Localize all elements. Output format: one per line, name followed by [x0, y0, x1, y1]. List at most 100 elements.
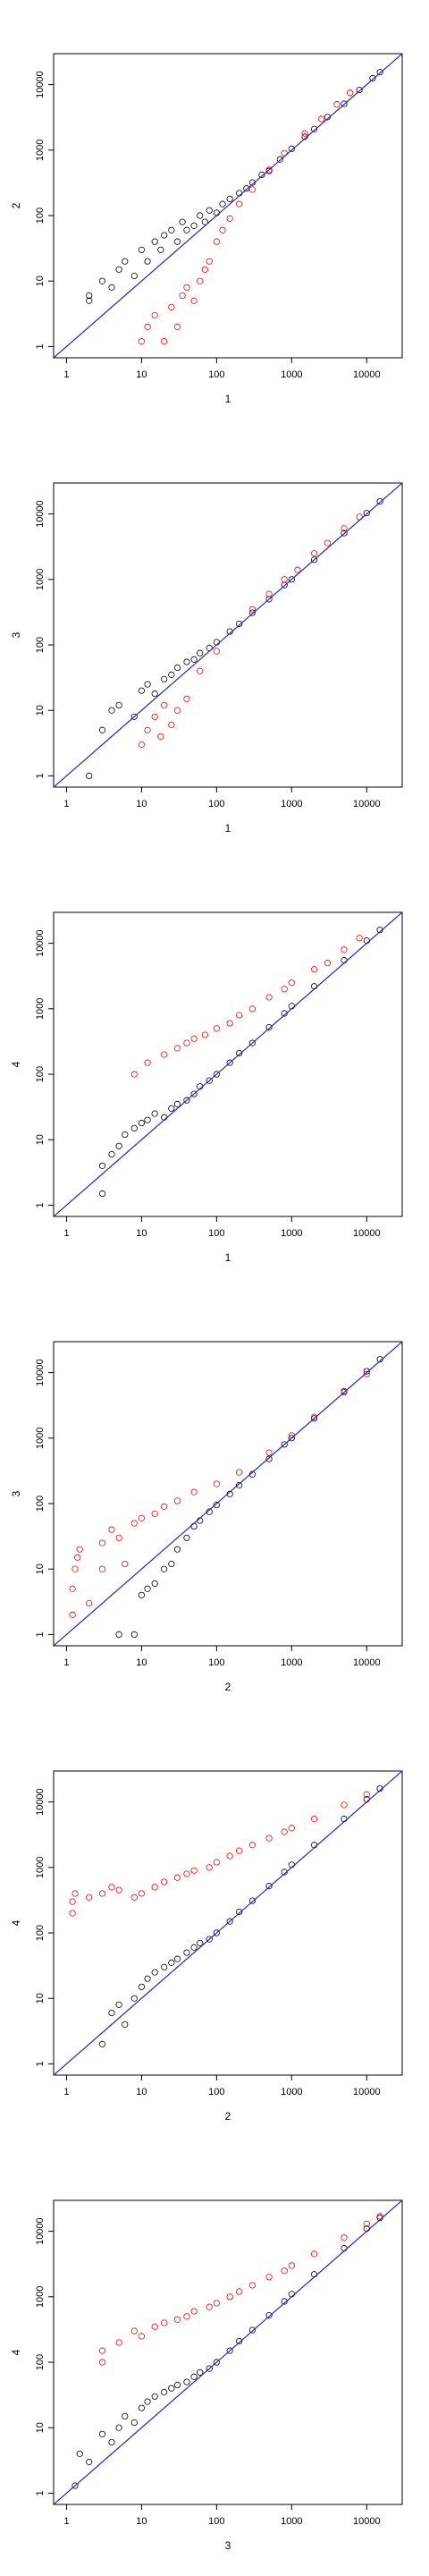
- x-axis-label: 2: [225, 1681, 231, 1693]
- y-tick-label: 10: [35, 705, 46, 716]
- outlier-point: [213, 1859, 220, 1866]
- x-tick-label: 10: [136, 2516, 147, 2527]
- y-tick-label: 1000: [35, 998, 46, 1020]
- outlier-point: [72, 1890, 79, 1897]
- data-point: [219, 200, 226, 208]
- outlier-point: [265, 2274, 273, 2281]
- x-tick-label: 100: [208, 799, 224, 809]
- outlier-point: [206, 258, 213, 265]
- y-tick-label: 10000: [35, 1788, 46, 1816]
- data-point: [236, 1908, 243, 1916]
- data-point: [98, 2040, 106, 2047]
- outlier-point: [69, 1898, 76, 1905]
- outlier-point: [341, 525, 348, 532]
- x-tick-label: 10: [136, 369, 147, 380]
- plot-frame: [53, 482, 403, 788]
- scatter-plot-2: 1 1 10 10 100 100 1000 1000 10000 10000 1 3: [10, 482, 403, 835]
- diagonal-reference-line: [54, 54, 402, 358]
- data-point: [197, 2368, 204, 2376]
- data-point: [108, 2438, 115, 2446]
- outlier-point: [201, 266, 208, 273]
- data-point: [151, 1969, 158, 1976]
- data-point: [168, 226, 175, 233]
- data-point: [258, 171, 265, 178]
- y-tick-label: 1000: [35, 569, 46, 590]
- outlier-point: [236, 1469, 243, 1476]
- data-point: [179, 218, 186, 225]
- outlier-point: [197, 667, 204, 674]
- y-tick-label: 100: [35, 1925, 46, 1941]
- x-tick-label: 10: [136, 1228, 147, 1239]
- x-tick-label: 10: [136, 2087, 147, 2097]
- outlier-point: [236, 2288, 243, 2295]
- outlier-point: [138, 1890, 146, 1897]
- x-tick-label: 100: [208, 2087, 224, 2097]
- outlier-point: [190, 1488, 198, 1496]
- data-point: [190, 1944, 198, 1951]
- data-point: [144, 1585, 151, 1592]
- data-point: [151, 690, 158, 698]
- outlier-point: [248, 606, 257, 613]
- data-point: [183, 1534, 190, 1541]
- outlier-point: [310, 1816, 318, 1823]
- plot-frame: [53, 1341, 403, 1647]
- data-point: [115, 1142, 122, 1149]
- x-tick-label: 1000: [281, 1657, 302, 1668]
- x-axis-label: 1: [225, 822, 231, 835]
- data-point: [122, 2021, 129, 2028]
- y-tick-label: 1: [35, 343, 46, 349]
- outlier-point: [161, 338, 168, 345]
- data-point: [248, 609, 257, 616]
- data-point: [76, 2450, 83, 2457]
- outlier-point: [161, 1503, 168, 1510]
- x-tick-label: 100: [208, 1657, 224, 1668]
- outlier-point: [98, 1539, 106, 1546]
- data-point: [190, 2373, 198, 2380]
- outlier-point: [248, 1842, 257, 1849]
- outlier-point: [144, 323, 151, 330]
- data-point: [98, 2430, 106, 2437]
- data-point: [341, 530, 348, 537]
- y-tick-label: 10: [35, 275, 46, 286]
- outlier-point: [324, 960, 331, 967]
- data-point: [310, 125, 318, 132]
- outlier-point: [341, 1801, 348, 1809]
- y-axis-label: 2: [10, 202, 22, 208]
- data-point: [161, 1565, 168, 1572]
- data-point: [115, 2424, 122, 2431]
- data-point: [161, 232, 168, 239]
- outlier-point: [294, 566, 301, 573]
- data-point: [115, 266, 122, 273]
- outlier-point: [310, 550, 318, 557]
- y-tick-label: 1: [35, 1631, 46, 1637]
- data-point: [288, 576, 295, 583]
- outlier-point: [206, 1864, 213, 1871]
- outlier-point: [86, 1894, 93, 1901]
- data-point: [236, 1049, 243, 1057]
- outlier-point: [363, 1791, 370, 1798]
- outlier-point: [226, 215, 233, 222]
- x-tick-label: 10: [136, 799, 147, 809]
- data-point: [265, 596, 273, 603]
- data-point: [183, 1097, 190, 1104]
- data-point: [98, 277, 106, 284]
- x-tick-label: 1: [63, 1228, 69, 1239]
- data-point: [183, 1949, 190, 1956]
- data-point: [281, 2298, 288, 2305]
- outlier-point: [310, 2250, 318, 2258]
- x-tick-label: 1: [63, 1657, 69, 1668]
- data-point: [86, 772, 93, 780]
- plot-frame: [53, 2199, 403, 2505]
- y-tick-label: 10000: [35, 500, 46, 528]
- outlier-point: [138, 741, 146, 749]
- outlier-point: [236, 1012, 243, 1019]
- data-point: [248, 1039, 257, 1046]
- y-tick-label: 10000: [35, 929, 46, 957]
- outlier-point: [98, 1565, 106, 1572]
- x-tick-label: 1: [63, 2516, 69, 2527]
- outlier-point: [98, 2359, 106, 2366]
- data-point: [206, 1077, 213, 1084]
- outlier-point: [190, 1035, 198, 1042]
- x-axis-label: 3: [225, 2539, 231, 2552]
